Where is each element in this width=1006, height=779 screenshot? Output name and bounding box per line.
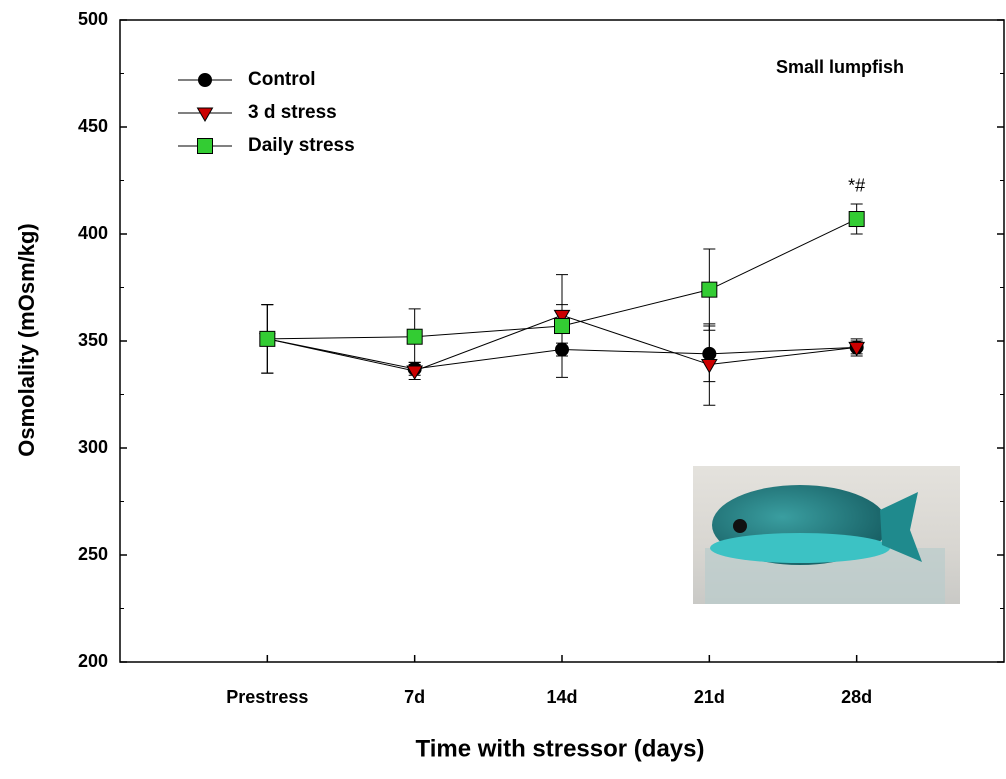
legend-marker xyxy=(197,138,213,154)
data-point xyxy=(700,359,718,374)
x-tick-label: 7d xyxy=(404,687,425,707)
y-tick-label: 400 xyxy=(78,223,108,243)
legend-label: 3 d stress xyxy=(248,102,337,123)
x-axis-label: Time with stressor (days) xyxy=(416,735,705,762)
data-point xyxy=(406,365,424,380)
data-point xyxy=(702,346,717,361)
data-point xyxy=(259,330,276,347)
photo-inset xyxy=(693,466,960,604)
y-tick-label: 200 xyxy=(78,651,108,671)
x-tick-label: 21d xyxy=(694,687,725,707)
y-tick-label: 350 xyxy=(78,330,108,350)
data-point xyxy=(848,211,865,228)
y-tick-label: 500 xyxy=(78,9,108,29)
annotation: *# xyxy=(848,176,865,196)
legend-marker xyxy=(198,73,212,87)
data-point xyxy=(554,318,570,335)
chart-title: Small lumpfish xyxy=(776,57,904,77)
y-tick-label: 250 xyxy=(78,544,108,564)
data-point xyxy=(701,281,718,298)
y-axis-label: Osmolality (mOsm/kg) xyxy=(14,223,39,457)
x-tick-label: 28d xyxy=(841,687,872,707)
legend-marker xyxy=(196,107,214,123)
legend-label: Control xyxy=(248,69,316,90)
y-tick-label: 450 xyxy=(78,116,108,136)
data-point xyxy=(555,342,569,357)
data-point xyxy=(406,328,423,345)
legend-label: Daily stress xyxy=(248,135,355,156)
x-tick-label: Prestress xyxy=(226,687,308,707)
y-tick-label: 300 xyxy=(78,437,108,457)
data-point xyxy=(848,341,866,357)
data-point xyxy=(553,309,571,325)
x-tick-label: 14d xyxy=(546,687,577,707)
